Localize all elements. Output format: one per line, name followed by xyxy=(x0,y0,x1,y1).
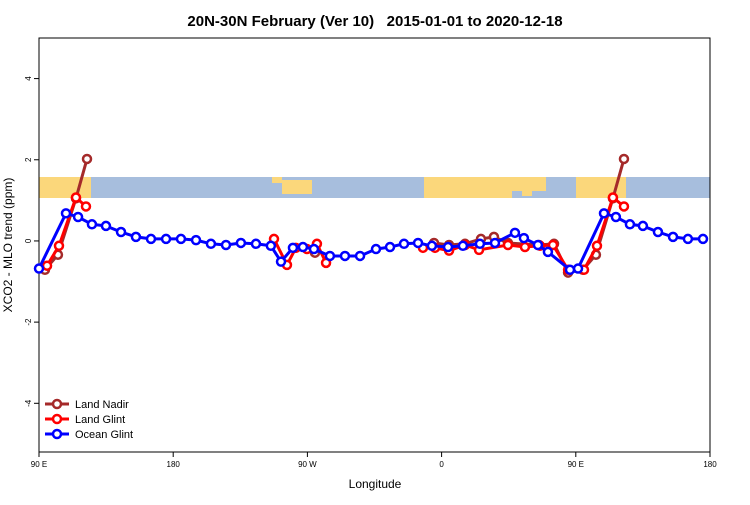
point xyxy=(474,238,486,250)
x-axis-label: Longitude xyxy=(349,477,402,491)
legend: Land Nadir Land Glint Ocean Glint xyxy=(45,398,133,441)
point xyxy=(607,192,619,203)
point xyxy=(287,242,299,254)
point xyxy=(70,192,82,203)
point xyxy=(618,201,630,212)
legend-label: Land Glint xyxy=(75,414,125,426)
point xyxy=(509,227,521,239)
legend-label: Ocean Glint xyxy=(75,429,133,441)
y-tick-label: 2 xyxy=(24,157,33,162)
x-tick-label: 180 xyxy=(167,460,181,469)
point xyxy=(384,241,396,253)
point xyxy=(637,220,649,232)
legend-label: Land Nadir xyxy=(75,399,129,411)
point xyxy=(235,237,247,249)
x-tick-label: 180 xyxy=(703,460,717,469)
point xyxy=(275,256,287,267)
point xyxy=(205,238,217,250)
point xyxy=(175,233,187,245)
point xyxy=(667,231,679,243)
point xyxy=(250,238,262,250)
y-tick-label: -4 xyxy=(24,399,33,407)
point xyxy=(547,239,559,251)
point xyxy=(572,263,584,274)
point xyxy=(624,219,636,230)
chart-title: 20N-30N February (Ver 10) 2015-01-01 to … xyxy=(187,13,562,30)
point xyxy=(457,240,469,252)
point xyxy=(618,153,630,165)
point xyxy=(652,226,664,238)
x-tick-label: 90 E xyxy=(568,460,584,469)
point xyxy=(81,153,93,165)
legend-marker xyxy=(51,413,63,425)
legend-marker xyxy=(51,428,63,440)
x-tick-label: 90 E xyxy=(31,460,47,469)
point xyxy=(398,238,410,250)
point xyxy=(598,208,610,219)
x-tick-label: 0 xyxy=(439,460,444,469)
plot-frame xyxy=(38,37,711,453)
point xyxy=(100,220,112,232)
point xyxy=(697,233,709,245)
point xyxy=(265,240,277,252)
point xyxy=(426,240,438,252)
point xyxy=(610,211,622,223)
point xyxy=(412,237,424,249)
series-line xyxy=(37,211,703,272)
point xyxy=(518,232,530,244)
y-tick-label: -2 xyxy=(24,318,33,326)
y-tick-label: 4 xyxy=(24,76,33,81)
point xyxy=(519,241,531,253)
map-band xyxy=(39,177,710,198)
x-tick-label: 90 W xyxy=(298,460,317,469)
point xyxy=(591,240,603,252)
point xyxy=(489,237,501,249)
point xyxy=(220,239,232,251)
point xyxy=(532,239,544,251)
point xyxy=(72,211,84,223)
point xyxy=(41,260,53,271)
point xyxy=(297,241,309,253)
point xyxy=(354,250,366,262)
point xyxy=(324,250,336,262)
point xyxy=(53,240,65,252)
point xyxy=(80,201,92,212)
y-axis-label: XCO2 - MLO trend (ppm) xyxy=(1,178,15,313)
point xyxy=(564,264,576,276)
y-tick-label: 0 xyxy=(24,238,33,243)
point xyxy=(33,263,45,274)
point xyxy=(145,233,157,245)
point xyxy=(542,246,554,258)
point xyxy=(60,208,72,219)
point xyxy=(370,243,382,255)
point xyxy=(339,250,351,262)
point xyxy=(502,239,514,251)
point xyxy=(308,243,320,255)
point xyxy=(115,226,127,238)
legend-marker xyxy=(51,398,63,410)
point xyxy=(160,233,172,245)
point xyxy=(682,233,694,245)
point xyxy=(190,234,202,246)
point xyxy=(86,219,98,230)
point xyxy=(442,241,454,253)
point xyxy=(130,231,142,243)
